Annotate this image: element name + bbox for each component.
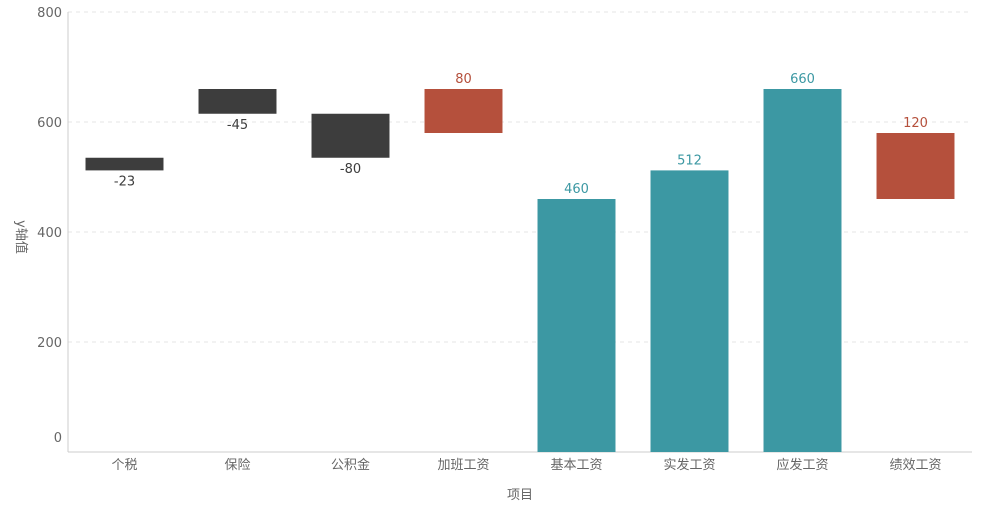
data-label: -80: [340, 162, 361, 177]
bar-increase[interactable]: [424, 89, 503, 133]
x-tick-label: 基本工资: [550, 458, 602, 473]
y-axis-title: y轴值: [13, 220, 29, 254]
axes: 0 200 400 600 800 个税 保险 公积金 加班工资 基本工资 实发工资 应发工资 绩效工资: [37, 6, 972, 473]
data-label: 512: [677, 153, 702, 168]
data-label: 460: [564, 182, 589, 197]
bar-total[interactable]: [537, 199, 616, 452]
bar-total[interactable]: [763, 89, 842, 452]
x-tick-label: 应发工资: [776, 457, 828, 473]
x-tick-label: 绩效工资: [889, 458, 941, 473]
y-tick-label: 0: [54, 431, 62, 446]
bar-decrease[interactable]: [311, 113, 390, 158]
bar-decrease[interactable]: [198, 89, 277, 114]
bar-total[interactable]: [650, 170, 729, 452]
y-tick-label: 800: [37, 6, 62, 21]
y-tick-label: 200: [37, 336, 62, 351]
data-label: -23: [114, 174, 135, 189]
x-tick-label: 公积金: [331, 457, 370, 473]
x-tick-label: 个税: [111, 458, 137, 473]
data-label: -45: [227, 118, 248, 133]
data-labels: -23 -45 -80 80 460 512 660 120: [114, 72, 928, 197]
bar-decrease[interactable]: [85, 157, 164, 171]
data-label: 80: [455, 72, 472, 87]
x-axis-title: 项目: [507, 488, 533, 503]
data-label: 660: [790, 72, 815, 87]
data-label: 120: [903, 116, 928, 131]
y-tick-label: 400: [37, 226, 62, 241]
bar-increase[interactable]: [876, 133, 955, 199]
y-tick-label: 600: [37, 116, 62, 131]
x-tick-label: 保险: [224, 458, 250, 473]
x-tick-label: 实发工资: [663, 457, 715, 473]
x-tick-label: 加班工资: [437, 458, 489, 473]
bars: [85, 89, 955, 452]
